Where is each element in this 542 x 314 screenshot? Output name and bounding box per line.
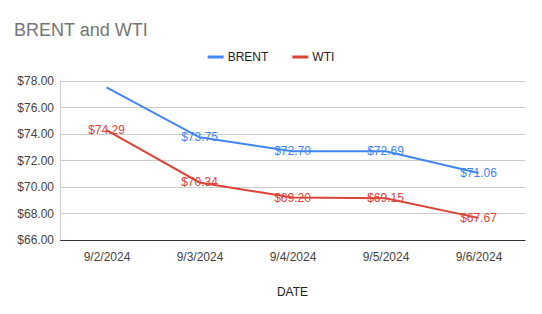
y-tick-label: $68.00 (17, 207, 54, 221)
x-axis-line (61, 240, 526, 241)
series-line (107, 87, 479, 173)
chart: BRENT and WTI $66.00 $68.00 $70.00 $72.00 $74… (0, 0, 542, 314)
y-tick-label: $74.00 (17, 127, 54, 141)
title: BRENT and WTI (14, 20, 148, 40)
grid-line (60, 81, 525, 82)
y-tick: $70.00 (17, 180, 60, 194)
y-tick-label: $76.00 (17, 101, 54, 115)
data-label: $72.70 (274, 144, 311, 158)
x-tick: 9/4/2024 (270, 240, 317, 264)
y-axis-line (60, 82, 61, 241)
grid-line (60, 187, 525, 188)
x-tick-label: 9/6/2024 (456, 250, 503, 264)
legend-label: BRENT (228, 50, 269, 64)
y-tick: $72.00 (17, 154, 60, 168)
series-line (107, 130, 479, 218)
background (0, 0, 542, 314)
y-tick-label: $78.00 (17, 74, 54, 88)
legend-swatch (208, 56, 224, 59)
y-tick-label: $66.00 (17, 233, 54, 247)
grid-line (60, 107, 525, 108)
y-tick: $78.00 (17, 74, 60, 88)
y-axis: $66.00 $68.00 $70.00 $72.00 $74.00 $76.00 $78.… (17, 74, 60, 247)
data-label: $71.06 (460, 166, 497, 180)
y-tick: $74.00 (17, 127, 60, 141)
plot-area (107, 87, 479, 218)
y-tick-label: $70.00 (17, 180, 54, 194)
legend-swatch (292, 56, 308, 59)
data-label: $74.29 (88, 123, 125, 137)
data-label: $73.75 (181, 130, 218, 144)
x-tick: 9/3/2024 (177, 240, 224, 264)
legend: BRENT WTI (208, 50, 335, 64)
y-tick: $76.00 (17, 101, 60, 115)
x-tick-label: 9/4/2024 (270, 250, 317, 264)
x-tick: 9/2/2024 (84, 240, 131, 264)
y-tick-label: $72.00 (17, 154, 54, 168)
y-tick: $66.00 (17, 233, 60, 247)
data-label: $69.20 (274, 191, 311, 205)
data-label: $72.69 (367, 144, 404, 158)
legend-label: WTI (312, 50, 334, 64)
x-tick: 9/6/2024 (456, 240, 503, 264)
x-tick: 9/5/2024 (363, 240, 410, 264)
legend-item: WTI (292, 50, 334, 64)
data-label: $70.34 (181, 175, 218, 189)
legend-item: BRENT (208, 50, 269, 64)
x-tick-label: 9/2/2024 (84, 250, 131, 264)
data-label: $69.15 (367, 191, 404, 205)
grid (60, 81, 525, 240)
data-labels: $73.75 $72.70 $72.69 $71.06 $74.29 $70.34 $69.… (88, 123, 497, 225)
grid-line (60, 240, 525, 241)
grid-line (60, 160, 525, 161)
x-axis-title: DATE (277, 285, 308, 299)
data-label: $67.67 (460, 211, 497, 225)
grid-line (60, 134, 525, 135)
x-tick-label: 9/5/2024 (363, 250, 410, 264)
x-axis: 9/2/2024 9/3/2024 9/4/2024 9/5/2024 9/6/2024 (61, 240, 526, 264)
x-tick-label: 9/3/2024 (177, 250, 224, 264)
y-tick: $68.00 (17, 207, 60, 221)
